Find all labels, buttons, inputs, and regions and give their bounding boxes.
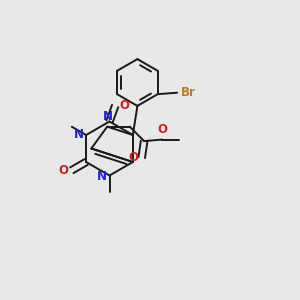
Text: O: O [119,99,129,112]
Text: Br: Br [181,86,196,99]
Text: O: O [128,151,138,164]
Text: N: N [103,110,113,123]
Text: N: N [97,169,107,183]
Text: N: N [74,128,84,141]
Text: O: O [158,123,168,136]
Text: O: O [58,164,68,177]
